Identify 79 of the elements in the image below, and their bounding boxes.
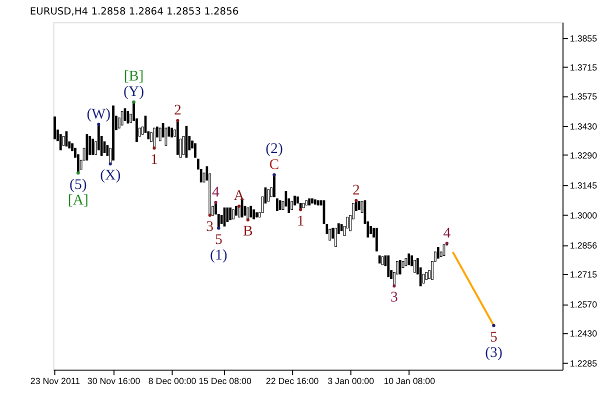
y-tick-label: 1.2856 bbox=[570, 240, 598, 250]
series-label: (1) bbox=[210, 248, 228, 264]
series-label: [A] bbox=[68, 192, 88, 209]
candlestick bbox=[252, 209, 255, 220]
series-label: 1 bbox=[150, 152, 158, 168]
candlestick bbox=[65, 131, 68, 147]
point bbox=[97, 122, 100, 126]
y-tick-label: 1.3290 bbox=[570, 150, 598, 160]
series-label: C bbox=[269, 156, 280, 173]
series-label: (3) bbox=[485, 345, 502, 362]
series-label: 2 bbox=[352, 182, 360, 199]
y-tick-label: 1.2570 bbox=[570, 300, 598, 310]
series-label: 5 bbox=[214, 232, 222, 248]
y-tick-label: 1.3855 bbox=[570, 33, 598, 44]
x-tick-label: 3 Jan 00:00 bbox=[328, 376, 374, 386]
candlestick bbox=[153, 128, 156, 148]
point bbox=[392, 284, 396, 288]
series-label: 1 bbox=[296, 213, 304, 230]
series-label: B bbox=[242, 224, 253, 240]
point bbox=[108, 162, 112, 166]
x-tick-label: 30 Nov 16:00 bbox=[87, 376, 140, 386]
candlestick bbox=[126, 110, 130, 124]
point bbox=[176, 119, 180, 122]
candlestick bbox=[276, 198, 278, 212]
point bbox=[152, 146, 156, 150]
candlestick bbox=[267, 189, 270, 202]
candlestick bbox=[235, 206, 238, 216]
candlestick bbox=[170, 128, 173, 138]
candlestick bbox=[240, 198, 244, 218]
y-tick-label: 1.3575 bbox=[570, 91, 598, 102]
series-label: (Y) bbox=[124, 84, 144, 100]
y-tick-label: 1.2285 bbox=[570, 358, 598, 369]
candlestick bbox=[375, 228, 378, 252]
series-label: 3 bbox=[390, 290, 398, 306]
series-label: 4 bbox=[443, 225, 452, 242]
candlestick bbox=[414, 260, 416, 273]
series-label: A bbox=[234, 188, 245, 204]
candlestick bbox=[59, 134, 62, 150]
candlestick bbox=[250, 206, 252, 218]
candlestick bbox=[54, 116, 56, 140]
series-label: 3 bbox=[206, 219, 214, 236]
x-tick-label: 10 Jan 08:00 bbox=[384, 376, 436, 386]
y-tick-label: 1.3430 bbox=[570, 121, 598, 132]
series-label: (W) bbox=[86, 106, 111, 122]
point bbox=[299, 208, 302, 212]
chart-title: EURUSD,H4 1.2858 1.2864 1.2853 1.2856 bbox=[30, 6, 239, 18]
candlestick bbox=[278, 200, 282, 210]
point bbox=[208, 214, 212, 217]
candlestick bbox=[229, 208, 232, 220]
y-tick-label: 1.3000 bbox=[570, 210, 598, 221]
y-tick-label: 1.2430 bbox=[570, 328, 598, 339]
y-tick-label: 1.3145 bbox=[570, 180, 598, 190]
candlestick bbox=[194, 143, 196, 158]
x-tick-label: 23 Nov 2011 bbox=[30, 376, 80, 386]
candlestick bbox=[92, 138, 94, 156]
x-tick-label: 22 Dec 16:00 bbox=[266, 376, 319, 386]
point bbox=[238, 204, 241, 208]
candlestick bbox=[294, 196, 296, 206]
series-label: 5 bbox=[490, 329, 498, 346]
point bbox=[354, 199, 358, 202]
y-tick-label: 1.3715 bbox=[570, 62, 598, 72]
candlestick bbox=[232, 209, 234, 220]
point bbox=[214, 200, 218, 204]
candlestick bbox=[273, 174, 276, 198]
series-label: (X) bbox=[100, 168, 121, 184]
point bbox=[246, 218, 250, 222]
candlestick bbox=[120, 110, 124, 126]
y-tick-label: 1.2715 bbox=[570, 270, 598, 280]
series-label: 4 bbox=[212, 184, 220, 201]
x-tick-label: 8 Dec 00:00 bbox=[148, 376, 196, 386]
candlestick bbox=[398, 260, 402, 275]
series-label: (5) bbox=[70, 176, 87, 193]
candlestick bbox=[408, 254, 410, 266]
x-tick-label: 15 Dec 08:00 bbox=[198, 376, 252, 386]
candlestick bbox=[436, 246, 440, 259]
candlestick bbox=[387, 255, 390, 278]
series-label: 2 bbox=[174, 102, 182, 119]
series-label: (2) bbox=[266, 141, 283, 158]
series-label: [B] bbox=[124, 68, 144, 84]
